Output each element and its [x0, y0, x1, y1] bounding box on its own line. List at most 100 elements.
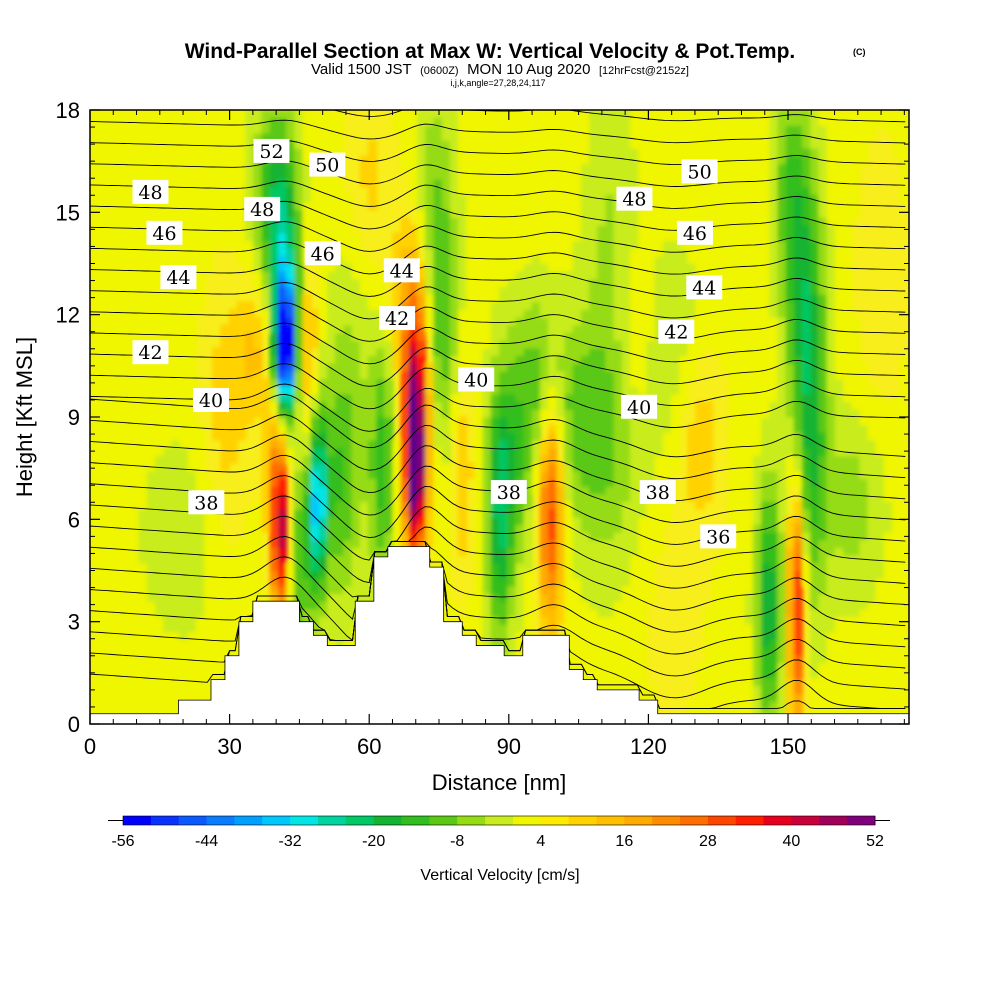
velocity-cell — [892, 470, 902, 479]
velocity-cell — [744, 362, 754, 372]
velocity-cell — [310, 470, 320, 479]
velocity-cell — [818, 593, 828, 602]
velocity-cell — [654, 355, 664, 364]
velocity-cell — [613, 339, 623, 349]
velocity-cell — [327, 324, 337, 334]
velocity-cell — [761, 623, 771, 633]
velocity-cell — [621, 577, 632, 587]
velocity-cell — [539, 546, 550, 556]
velocity-cell — [621, 685, 632, 694]
velocity-cell — [105, 401, 116, 410]
velocity-cell — [777, 339, 787, 349]
velocity-cell — [367, 309, 378, 318]
velocity-cell — [818, 393, 828, 403]
velocity-cell — [539, 447, 550, 456]
velocity-cell — [564, 462, 574, 472]
velocity-cell — [220, 623, 230, 633]
velocity-cell — [744, 554, 754, 564]
velocity-cell — [163, 669, 173, 679]
velocity-cell — [523, 447, 533, 456]
velocity-cell — [155, 516, 165, 525]
velocity-cell — [818, 562, 828, 571]
velocity-cell — [179, 286, 189, 295]
velocity-cell — [580, 462, 591, 472]
velocity-cell — [703, 646, 713, 656]
velocity-cell — [417, 355, 427, 364]
velocity-cell — [318, 546, 329, 556]
velocity-cell — [826, 378, 836, 387]
velocity-cell — [155, 332, 165, 341]
velocity-cell — [171, 608, 181, 618]
velocity-cell — [302, 439, 312, 449]
velocity-cell — [613, 523, 623, 533]
velocity-cell — [155, 708, 165, 717]
velocity-cell — [621, 546, 632, 556]
velocity-cell — [892, 462, 902, 472]
velocity-cell — [122, 477, 132, 487]
velocity-cell — [433, 508, 443, 518]
velocity-cell — [867, 477, 877, 487]
velocity-cell — [761, 470, 771, 479]
velocity-cell — [646, 577, 656, 587]
velocity-cell — [335, 570, 345, 579]
velocity-cell — [195, 293, 206, 303]
velocity-cell — [851, 324, 861, 334]
velocity-cell — [425, 293, 435, 303]
velocity-cell — [851, 393, 861, 403]
velocity-cell — [187, 332, 197, 341]
velocity-cell — [130, 585, 140, 595]
velocity-cell — [818, 608, 828, 618]
velocity-cell — [417, 500, 427, 510]
velocity-cell — [580, 424, 591, 433]
velocity-cell — [736, 316, 746, 326]
velocity-cell — [359, 378, 369, 387]
velocity-cell — [851, 500, 861, 510]
velocity-cell — [318, 593, 329, 602]
velocity-cell — [146, 408, 157, 418]
velocity-cell — [351, 470, 361, 479]
velocity-cell — [556, 562, 566, 571]
velocity-cell — [122, 339, 132, 349]
velocity-cell — [851, 531, 861, 541]
velocity-cell — [548, 424, 558, 433]
velocity-cell — [662, 408, 672, 418]
velocity-cell — [589, 485, 599, 495]
velocity-cell — [883, 608, 894, 618]
velocity-cell — [654, 339, 664, 349]
velocity-cell — [761, 646, 771, 656]
velocity-cell — [572, 623, 582, 633]
velocity-cell — [834, 477, 844, 487]
velocity-cell — [294, 562, 304, 571]
velocity-cell — [171, 554, 181, 564]
velocity-cell — [728, 293, 738, 303]
velocity-cell — [277, 309, 288, 318]
velocity-cell — [531, 424, 541, 433]
velocity-cell — [638, 654, 648, 664]
velocity-cell — [736, 600, 746, 610]
velocity-cell — [638, 416, 648, 426]
velocity-cell — [408, 454, 419, 464]
velocity-cell — [335, 631, 345, 641]
velocity-cell — [597, 631, 607, 641]
velocity-cell — [597, 600, 607, 610]
velocity-cell — [195, 616, 206, 625]
velocity-cell — [736, 516, 746, 525]
velocity-cell — [744, 370, 754, 380]
velocity-cell — [335, 523, 345, 533]
velocity-cell — [122, 616, 132, 625]
velocity-cell — [482, 554, 492, 564]
velocity-cell — [343, 355, 353, 364]
velocity-cell — [785, 462, 795, 472]
velocity-cell — [105, 408, 116, 418]
velocity-cell — [417, 370, 427, 380]
velocity-cell — [130, 554, 140, 564]
velocity-cell — [294, 516, 304, 525]
velocity-cell — [269, 355, 279, 364]
velocity-cell — [482, 362, 492, 372]
velocity-cell — [662, 424, 672, 433]
velocity-cell — [826, 500, 836, 510]
velocity-cell — [105, 324, 116, 334]
velocity-cell — [818, 362, 828, 372]
velocity-cell — [842, 378, 853, 387]
velocity-cell — [343, 562, 353, 571]
